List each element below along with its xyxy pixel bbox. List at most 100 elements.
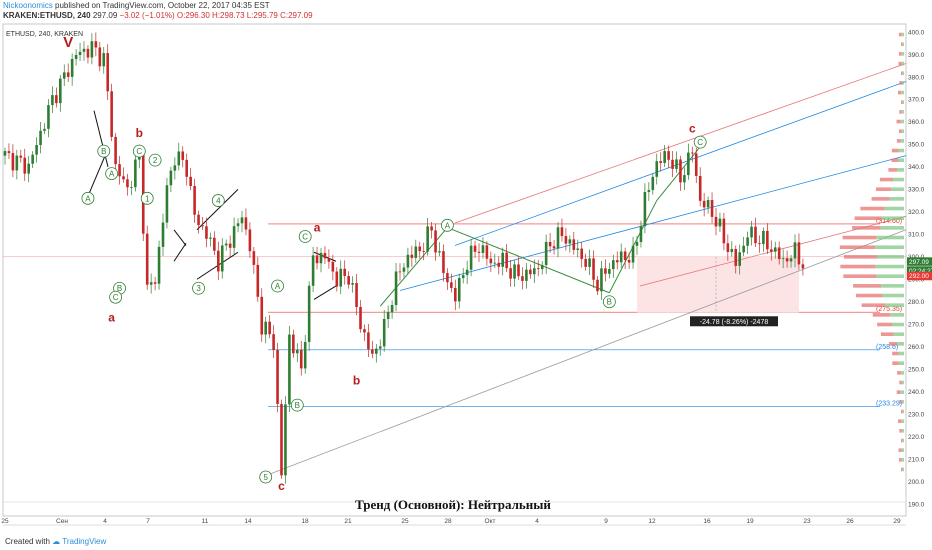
volume-profile-bar — [898, 158, 904, 163]
wave-label: A — [275, 282, 281, 291]
candle-body — [426, 226, 429, 252]
candle-body — [359, 306, 362, 330]
candle-body — [398, 271, 402, 273]
candle-body — [572, 239, 576, 250]
measure-label: -24.78 (-8.26%) -2478 — [700, 319, 769, 326]
candle-body — [540, 265, 544, 270]
candle-body — [141, 151, 145, 234]
author-link[interactable]: Nickoonomics — [3, 1, 53, 10]
candle-body — [469, 245, 473, 270]
wave-label: 3 — [196, 284, 201, 293]
candle-body — [299, 349, 303, 369]
pattern-line — [173, 229, 187, 246]
wave-label: a — [108, 310, 115, 324]
candle-body — [722, 218, 726, 244]
volume-profile-bar — [900, 119, 904, 124]
y-tick-label: 310.0 — [908, 232, 925, 239]
candle-body — [375, 348, 378, 354]
volume-profile-bar — [875, 264, 904, 269]
candle-body — [347, 275, 350, 285]
candle-body — [264, 321, 267, 335]
volume-profile-bar — [881, 216, 904, 221]
candle-body — [406, 254, 410, 268]
volume-profile-bar — [892, 361, 899, 365]
candle-body — [671, 159, 674, 169]
zigzag-line — [447, 227, 610, 294]
candle-body — [268, 321, 271, 335]
footer-brand[interactable]: TradingView — [62, 537, 107, 546]
candle-body — [758, 243, 761, 245]
candle-body — [422, 251, 425, 252]
candle-body — [675, 159, 678, 169]
x-tick-label: 25 — [401, 518, 409, 525]
candle-body — [220, 245, 224, 272]
candle-body — [371, 349, 374, 354]
candle-body — [15, 155, 19, 171]
volume-profile-bar — [898, 458, 902, 462]
candle-body — [568, 239, 572, 244]
price-tag-bg — [907, 266, 932, 275]
price-tag-text: 297.09 — [909, 259, 929, 266]
candle-body — [793, 242, 797, 259]
publish-line: Nickoonomics published on TradingView.co… — [3, 1, 270, 11]
candle-body — [296, 349, 299, 354]
candle-body — [746, 237, 749, 246]
candle-body — [434, 230, 437, 253]
wave-label-circle — [192, 281, 205, 295]
wave-label-circle — [105, 167, 119, 181]
pattern-line — [313, 285, 337, 300]
candle-body — [797, 242, 801, 265]
candle-body — [351, 283, 354, 285]
volume-profile-bar — [902, 438, 904, 443]
wave-label: b — [353, 373, 360, 387]
volume-profile-bar — [860, 206, 885, 211]
candle-body — [773, 247, 777, 252]
price-level-label: (314.60) — [876, 218, 902, 225]
volume-profile-bar — [852, 226, 881, 230]
candle-body — [319, 252, 323, 264]
candle-body — [82, 48, 86, 52]
volume-profile-bar — [897, 342, 904, 346]
candle-body — [35, 145, 38, 155]
x-tick-label: 9 — [604, 518, 608, 525]
candle-body — [378, 346, 382, 349]
volume-profile-bar — [902, 409, 904, 414]
published-text: published on TradingView.com, October 22… — [55, 1, 270, 10]
candle-body — [710, 200, 714, 217]
volume-profile-bar — [872, 313, 890, 317]
candle-body — [418, 246, 422, 252]
candle-body — [189, 176, 192, 187]
candle-body — [643, 191, 647, 227]
price-tag-text: 292.00 — [909, 273, 929, 280]
candle-body — [27, 163, 30, 174]
candle-body — [639, 226, 643, 242]
candle-body — [315, 255, 319, 264]
candle-body — [130, 187, 133, 188]
candle-body — [153, 282, 157, 284]
candle-body — [47, 105, 50, 129]
volume-profile-bar — [854, 216, 882, 221]
candle-body — [149, 282, 153, 285]
candle-body — [303, 341, 307, 369]
footer-created: Created with — [5, 537, 50, 546]
volume-profile-bar — [839, 245, 876, 249]
candle-body — [256, 264, 260, 297]
volume-profile-bar — [898, 419, 902, 423]
x-tick-label: 23 — [803, 518, 811, 525]
price-chart[interactable]: 190.0 200.0 210.0 220.0 230.0 240.0 250.0 260.0… — [0, 22, 932, 534]
candle-body — [94, 41, 98, 48]
candle-body — [272, 334, 275, 351]
volume-profile-bar — [898, 361, 904, 365]
candle-body — [694, 153, 698, 176]
candle-body — [355, 283, 358, 307]
volume-profile-bar — [897, 90, 902, 95]
channel-line-blue — [399, 155, 907, 291]
candle-body — [612, 260, 615, 270]
price-tag-text: 02:24:27 — [909, 268, 932, 275]
candle-body — [734, 248, 738, 266]
y-tick-label: 280.0 — [908, 299, 925, 306]
candle-body — [185, 159, 188, 177]
candle-body — [145, 233, 149, 285]
volume-profile-bar — [889, 342, 898, 346]
candle-body — [292, 334, 295, 354]
